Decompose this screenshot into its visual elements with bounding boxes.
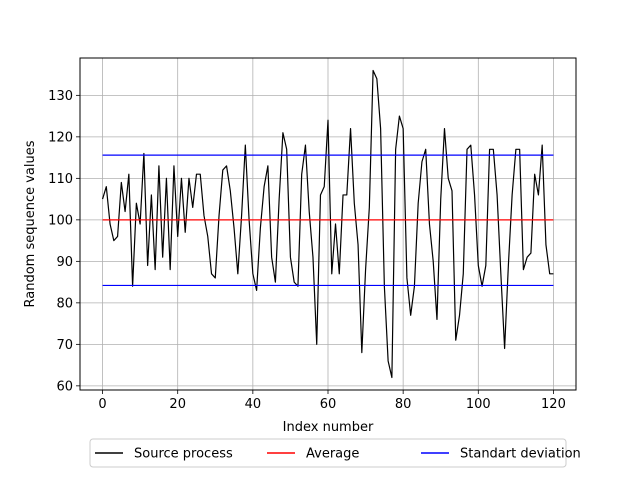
y-tick-label: 130 [48,89,73,104]
x-tick-label: 60 [320,397,337,412]
y-tick-label: 70 [56,338,73,353]
legend-label-source-process: Source process [134,447,233,462]
y-tick-label: 100 [48,213,73,228]
legend: Source process Average Standart deviation [89,438,581,468]
ticks: 0 20 40 60 80 100 120 60 70 80 90 100 110 120 130 [48,89,566,412]
series-layer [101,69,554,379]
y-axis-label: Random sequence values [23,140,38,307]
x-tick-label: 40 [245,397,262,412]
x-tick-label: 120 [541,397,566,412]
y-tick-label: 110 [48,172,73,187]
x-tick-label: 80 [395,397,412,412]
legend-label-average: Average [306,447,359,462]
grid [80,58,576,390]
x-tick-label: 20 [169,397,186,412]
y-tick-label: 120 [48,130,73,145]
y-tick-label: 60 [56,379,73,394]
y-tick-label: 80 [56,296,73,311]
x-tick-label: 100 [466,397,491,412]
legend-box [89,438,567,468]
legend-label-standart-deviation: Standart deviation [460,447,581,462]
y-tick-label: 90 [56,255,73,270]
x-tick-label: 0 [98,397,106,412]
series-source-process [101,69,554,379]
x-axis-label: Index number [283,420,374,435]
